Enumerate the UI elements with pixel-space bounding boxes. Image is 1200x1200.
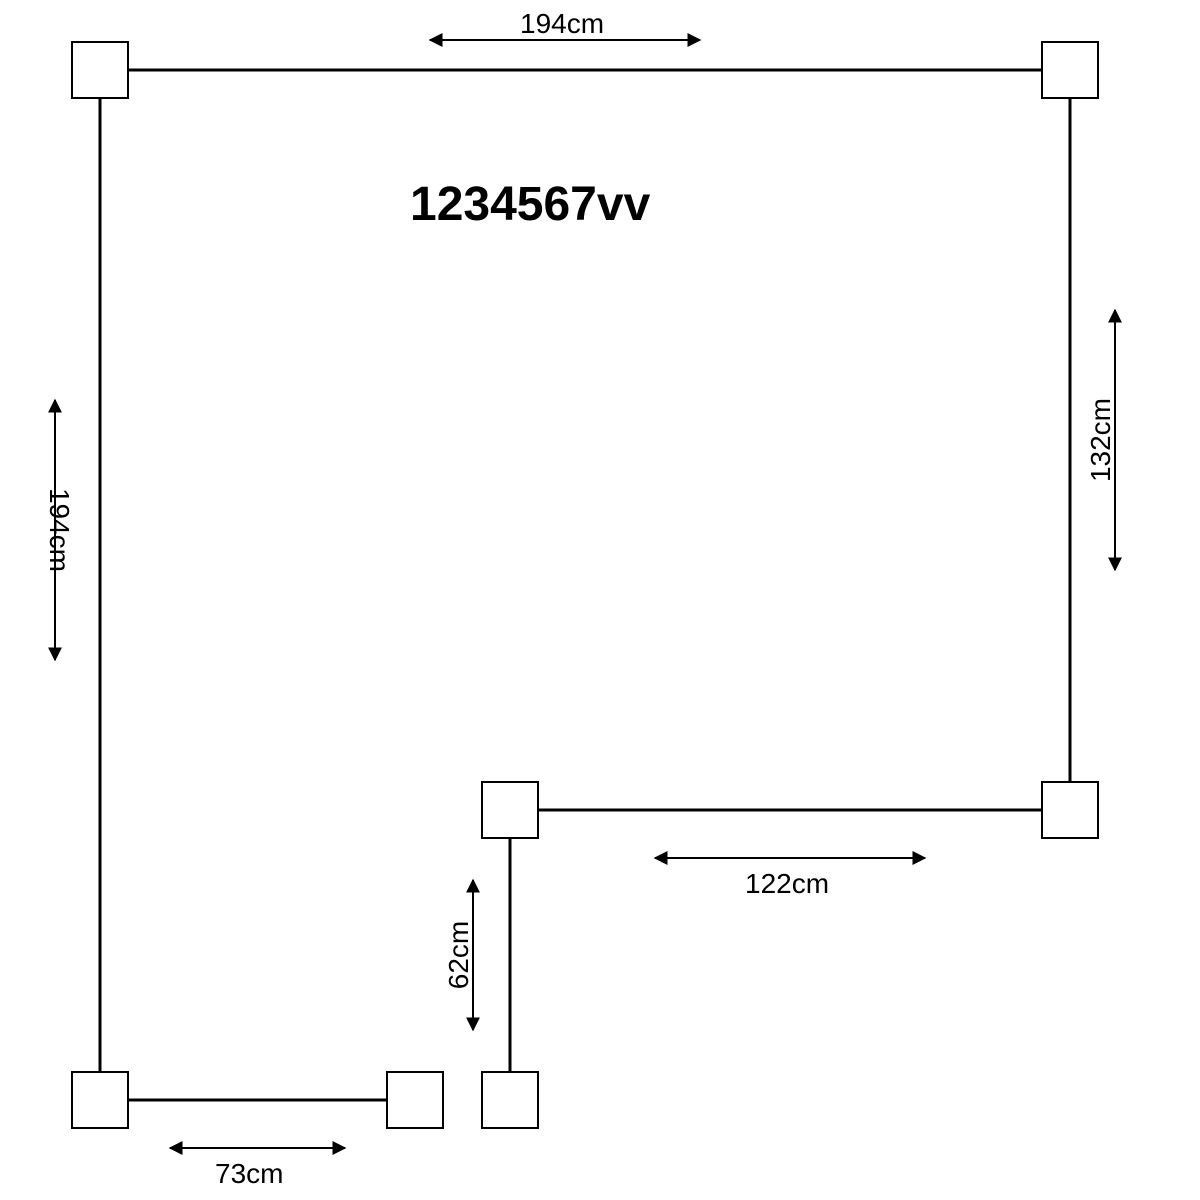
diagram-title: 1234567vv bbox=[410, 178, 651, 231]
floorplan-diagram: 194cm 132cm 194cm 122cm 62cm 73cm 1234567vv bbox=[0, 0, 1200, 1200]
dimension-label: 194cm bbox=[520, 8, 604, 39]
dimension-label: 62cm bbox=[443, 921, 474, 989]
corner-node bbox=[1042, 42, 1098, 98]
dimension-label: 194cm bbox=[44, 488, 75, 572]
dimension-label: 122cm bbox=[745, 868, 829, 899]
corner-node bbox=[72, 42, 128, 98]
corner-node bbox=[482, 782, 538, 838]
corner-node bbox=[72, 1072, 128, 1128]
dimension-label: 73cm bbox=[215, 1158, 283, 1189]
corner-node bbox=[482, 1072, 538, 1128]
dimension-label: 132cm bbox=[1085, 398, 1116, 482]
corner-node bbox=[1042, 782, 1098, 838]
corner-node bbox=[387, 1072, 443, 1128]
